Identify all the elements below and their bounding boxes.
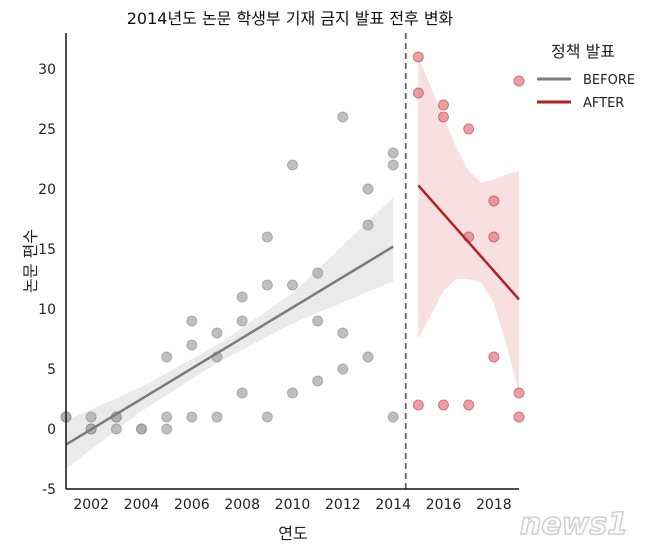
- y-tick-label: 15: [38, 242, 56, 258]
- data-point-before: [312, 375, 324, 387]
- x-tick-label: 2014: [375, 497, 411, 513]
- data-point-before: [186, 315, 198, 327]
- data-point-before: [287, 159, 298, 171]
- x-tick-label: 2018: [476, 497, 512, 513]
- y-tick-label: 0: [47, 422, 56, 438]
- data-point-after: [488, 195, 500, 207]
- data-point-before: [362, 219, 374, 231]
- data-point-before: [261, 411, 273, 423]
- data-point-after: [513, 387, 525, 399]
- data-point-after: [488, 231, 500, 243]
- data-point-after: [513, 411, 525, 423]
- data-point-after: [463, 123, 475, 135]
- y-tick-label: 20: [38, 182, 56, 198]
- data-point-after: [438, 99, 449, 111]
- data-point-before: [236, 291, 248, 303]
- x-tick-label: 2002: [73, 497, 109, 513]
- y-tick-label: 10: [38, 302, 56, 318]
- data-point-before: [287, 387, 298, 399]
- data-point-before: [287, 279, 298, 291]
- data-point-before: [312, 267, 324, 279]
- data-point-before: [236, 315, 248, 327]
- data-point-after: [438, 399, 449, 411]
- x-axis-label: 연도: [278, 524, 307, 543]
- legend: 정책 발표 BEFORE AFTER: [537, 42, 635, 111]
- data-point-before: [85, 411, 97, 423]
- data-point-before: [186, 411, 198, 423]
- watermark-logo: news1: [520, 507, 628, 542]
- data-point-before: [161, 411, 173, 423]
- data-point-before: [261, 231, 273, 243]
- chart-title: 2014년도 논문 학생부 기재 금지 발표 전후 변화: [127, 9, 454, 28]
- data-point-before: [236, 387, 248, 399]
- data-point-before: [387, 411, 399, 423]
- confidence-band-after: [418, 57, 519, 393]
- legend-label-after: AFTER: [583, 96, 624, 111]
- x-tick-label: 2008: [224, 497, 260, 513]
- data-point-before: [362, 351, 374, 363]
- data-point-before: [136, 423, 147, 435]
- data-point-before: [387, 147, 399, 159]
- data-point-before: [110, 423, 122, 435]
- data-point-after: [412, 87, 424, 99]
- data-point-after: [488, 351, 500, 363]
- data-point-after: [412, 51, 424, 63]
- regression-line-after: [417, 184, 520, 301]
- data-point-before: [261, 279, 273, 291]
- data-point-before: [312, 315, 324, 327]
- data-point-after: [412, 399, 424, 411]
- x-tick-label: 2012: [325, 497, 361, 513]
- data-point-before: [211, 411, 223, 423]
- data-point-before: [337, 363, 349, 375]
- regression-line-before: [65, 245, 394, 446]
- data-point-before: [337, 327, 349, 339]
- data-point-before: [387, 159, 399, 171]
- data-point-before: [337, 111, 349, 123]
- data-point-after: [513, 75, 525, 87]
- y-tick-label: -5: [42, 482, 56, 498]
- y-tick-label: 30: [38, 62, 56, 78]
- confidence-band-before: [66, 197, 394, 469]
- data-point-before: [186, 339, 198, 351]
- x-tick-label: 2006: [174, 497, 210, 513]
- data-point-before: [161, 423, 173, 435]
- x-tick-label: 2016: [426, 497, 462, 513]
- x-tick-label: 2004: [124, 497, 160, 513]
- x-tick-label: 2010: [275, 497, 311, 513]
- y-tick-label: 5: [47, 362, 56, 378]
- legend-label-before: BEFORE: [583, 73, 635, 88]
- y-axis-label: 논문 편수: [21, 229, 40, 293]
- data-point-before: [362, 183, 374, 195]
- data-point-before: [161, 351, 173, 363]
- data-point-after: [463, 399, 475, 411]
- data-point-after: [438, 111, 449, 123]
- y-tick-label: 25: [38, 122, 56, 138]
- legend-title: 정책 발표: [551, 42, 615, 61]
- data-point-before: [211, 327, 223, 339]
